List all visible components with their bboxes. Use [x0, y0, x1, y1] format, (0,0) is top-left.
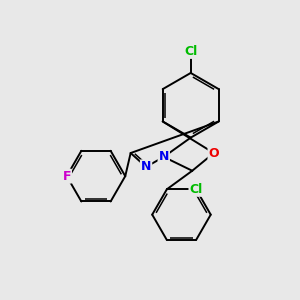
Text: Cl: Cl — [184, 45, 197, 58]
Text: Cl: Cl — [190, 183, 203, 196]
Text: O: O — [208, 146, 219, 160]
Text: N: N — [141, 160, 151, 173]
Text: F: F — [62, 169, 71, 183]
Text: N: N — [159, 150, 169, 164]
